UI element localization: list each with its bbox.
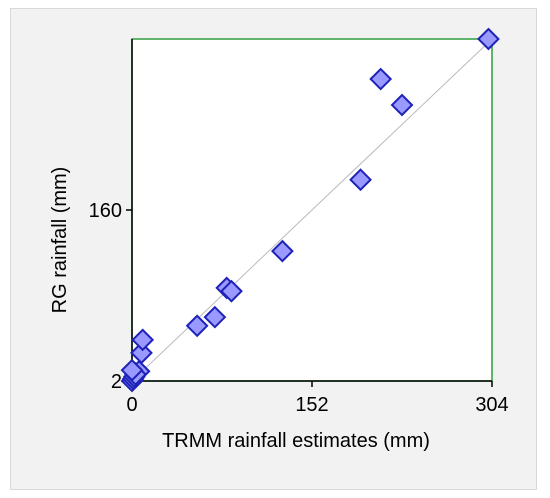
x-tick-label: 152 xyxy=(295,394,328,416)
data-point xyxy=(185,314,209,338)
x-axis-title: TRMM rainfall estimates (mm) xyxy=(162,430,430,452)
x-axis: 0 152 304 xyxy=(126,380,509,416)
y-axis: 2 160 xyxy=(89,39,133,393)
data-point xyxy=(203,305,227,329)
data-point xyxy=(390,93,414,117)
x-tick-label: 0 xyxy=(126,394,137,416)
y-axis-title: RG rainfall (mm) xyxy=(49,167,71,314)
x-tick-label: 304 xyxy=(475,394,508,416)
scatter-chart: 0 152 304 2 160 TRMM rainfall estimates (mm… xyxy=(49,27,509,452)
data-points xyxy=(120,27,500,393)
data-point xyxy=(120,358,144,382)
data-point xyxy=(220,279,243,303)
chart-frame: 0 152 304 2 160 TRMM rainfall estimates (mm… xyxy=(10,8,537,490)
data-point xyxy=(131,328,155,352)
data-point xyxy=(369,67,393,91)
data-point xyxy=(270,239,294,263)
data-point xyxy=(130,341,153,365)
data-point xyxy=(477,27,500,51)
data-point xyxy=(349,168,372,192)
y-tick-label: 160 xyxy=(89,200,122,222)
y-tick-label: 2 xyxy=(111,371,122,393)
